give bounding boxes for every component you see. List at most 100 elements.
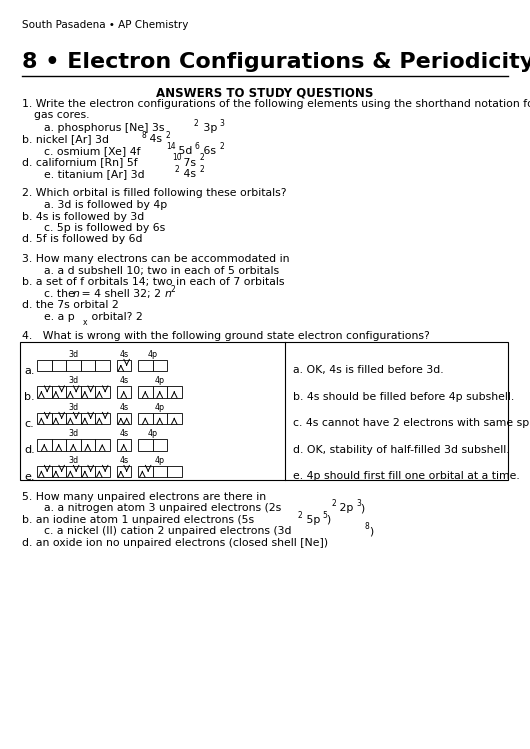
Bar <box>138 360 153 371</box>
Text: c. the: c. the <box>44 288 78 299</box>
Text: 4s: 4s <box>119 376 128 385</box>
Text: 5p: 5p <box>303 515 320 524</box>
Bar <box>138 465 153 477</box>
Bar <box>117 386 131 398</box>
Text: e.: e. <box>24 472 34 482</box>
Text: a. 3d is followed by 4p: a. 3d is followed by 4p <box>44 200 167 210</box>
Bar <box>153 439 167 450</box>
Text: 4p: 4p <box>155 455 165 464</box>
Text: 4p: 4p <box>147 429 157 438</box>
Text: b. 4s is followed by 3d: b. 4s is followed by 3d <box>22 211 144 222</box>
Bar <box>51 439 66 450</box>
Text: b. nickel [Ar] 3d: b. nickel [Ar] 3d <box>22 135 109 145</box>
Text: 2: 2 <box>199 154 204 163</box>
Text: 5: 5 <box>322 511 327 520</box>
Text: n: n <box>164 288 171 299</box>
Bar <box>51 360 66 371</box>
Text: 10: 10 <box>172 154 182 163</box>
Text: 1. Write the electron configurations of the following elements using the shortha: 1. Write the electron configurations of … <box>22 99 530 109</box>
Text: 2: 2 <box>165 130 170 139</box>
Text: 4s: 4s <box>119 455 128 464</box>
Bar <box>66 439 81 450</box>
Text: gas cores.: gas cores. <box>34 111 90 121</box>
Text: e. 4p should first fill one orbital at a time.: e. 4p should first fill one orbital at a… <box>293 471 520 481</box>
Text: = 4 shell 32; 2: = 4 shell 32; 2 <box>77 288 161 299</box>
Text: orbital? 2: orbital? 2 <box>87 312 142 321</box>
Text: 8 • Electron Configurations & Periodicity: 8 • Electron Configurations & Periodicit… <box>22 52 530 72</box>
Bar <box>138 386 153 398</box>
Text: 14: 14 <box>166 142 176 151</box>
Text: d. an oxide ion no unpaired electrons (closed shell [Ne]): d. an oxide ion no unpaired electrons (c… <box>22 538 328 548</box>
Text: ANSWERS TO STUDY QUESTIONS: ANSWERS TO STUDY QUESTIONS <box>156 86 374 99</box>
Text: c. 4s cannot have 2 electrons with same spin.: c. 4s cannot have 2 electrons with same … <box>293 418 530 428</box>
Text: d. OK, stability of half-filled 3d subshell.: d. OK, stability of half-filled 3d subsh… <box>293 444 510 455</box>
Text: b. an iodine atom 1 unpaired electrons (5s: b. an iodine atom 1 unpaired electrons (… <box>22 515 254 524</box>
Bar <box>117 465 131 477</box>
Bar <box>51 413 66 424</box>
Text: 2: 2 <box>199 165 204 174</box>
Text: 4s: 4s <box>146 135 162 145</box>
Text: 2: 2 <box>170 285 175 294</box>
Bar <box>81 360 95 371</box>
Text: 3: 3 <box>356 499 361 508</box>
Text: a. phosphorus [Ne] 3s: a. phosphorus [Ne] 3s <box>44 123 164 133</box>
Text: 3d: 3d <box>68 455 78 464</box>
Text: e. titanium [Ar] 3d: e. titanium [Ar] 3d <box>44 169 145 179</box>
Bar <box>167 386 181 398</box>
Text: South Pasadena • AP Chemistry: South Pasadena • AP Chemistry <box>22 20 188 30</box>
Text: a. OK, 4s is filled before 3d.: a. OK, 4s is filled before 3d. <box>293 365 444 375</box>
Text: 6: 6 <box>195 142 199 151</box>
Bar <box>153 465 167 477</box>
Bar <box>153 360 167 371</box>
Text: ): ) <box>369 526 374 536</box>
Text: a. a nitrogen atom 3 unpaired electrons (2s: a. a nitrogen atom 3 unpaired electrons … <box>44 503 281 513</box>
Text: 2. Which orbital is filled following these orbitals?: 2. Which orbital is filled following the… <box>22 189 287 198</box>
Text: b. 4s should be filled before 4p subshell.: b. 4s should be filled before 4p subshel… <box>293 392 514 401</box>
Bar <box>81 465 95 477</box>
Text: 2: 2 <box>219 142 224 151</box>
Text: e. a p: e. a p <box>44 312 75 321</box>
Text: 2: 2 <box>331 499 336 508</box>
Text: ): ) <box>326 515 331 524</box>
Bar <box>117 439 131 450</box>
Bar <box>51 465 66 477</box>
Text: 8: 8 <box>141 130 146 139</box>
Text: b. a set of f orbitals 14; two in each of 7 orbitals: b. a set of f orbitals 14; two in each o… <box>22 277 285 287</box>
Text: 4p: 4p <box>155 376 165 385</box>
Text: 4s: 4s <box>119 429 128 438</box>
Text: 4.   What is wrong with the following ground state electron configurations?: 4. What is wrong with the following grou… <box>22 331 430 341</box>
Text: 3d: 3d <box>68 402 78 411</box>
Text: 3p: 3p <box>200 123 217 133</box>
Text: 4p: 4p <box>155 402 165 411</box>
Text: c.: c. <box>24 419 34 428</box>
Bar <box>95 413 110 424</box>
Bar <box>37 386 51 398</box>
Text: 3d: 3d <box>68 350 78 359</box>
Text: x: x <box>83 318 87 327</box>
Bar <box>117 360 131 371</box>
Bar <box>138 439 153 450</box>
Bar <box>95 465 110 477</box>
Text: c. 5p is followed by 6s: c. 5p is followed by 6s <box>44 223 165 233</box>
Bar <box>66 386 81 398</box>
Bar <box>20 342 508 479</box>
Bar <box>66 465 81 477</box>
Text: 6s: 6s <box>199 146 216 156</box>
Text: 3d: 3d <box>68 376 78 385</box>
Text: 2: 2 <box>297 511 302 520</box>
Text: d. 5f is followed by 6d: d. 5f is followed by 6d <box>22 234 143 244</box>
Bar <box>153 386 167 398</box>
Bar <box>37 413 51 424</box>
Text: 2: 2 <box>193 119 198 128</box>
Text: b.: b. <box>24 392 34 402</box>
Text: ): ) <box>360 503 365 513</box>
Text: d. the 7s orbital 2: d. the 7s orbital 2 <box>22 300 119 310</box>
Bar <box>66 360 81 371</box>
Text: 5d: 5d <box>175 146 192 156</box>
Text: d. californium [Rn] 5f: d. californium [Rn] 5f <box>22 157 138 168</box>
Bar <box>153 413 167 424</box>
Bar <box>51 386 66 398</box>
Bar <box>167 413 181 424</box>
Bar <box>37 360 51 371</box>
Text: c. a nickel (II) cation 2 unpaired electrons (3d: c. a nickel (II) cation 2 unpaired elect… <box>44 526 292 536</box>
